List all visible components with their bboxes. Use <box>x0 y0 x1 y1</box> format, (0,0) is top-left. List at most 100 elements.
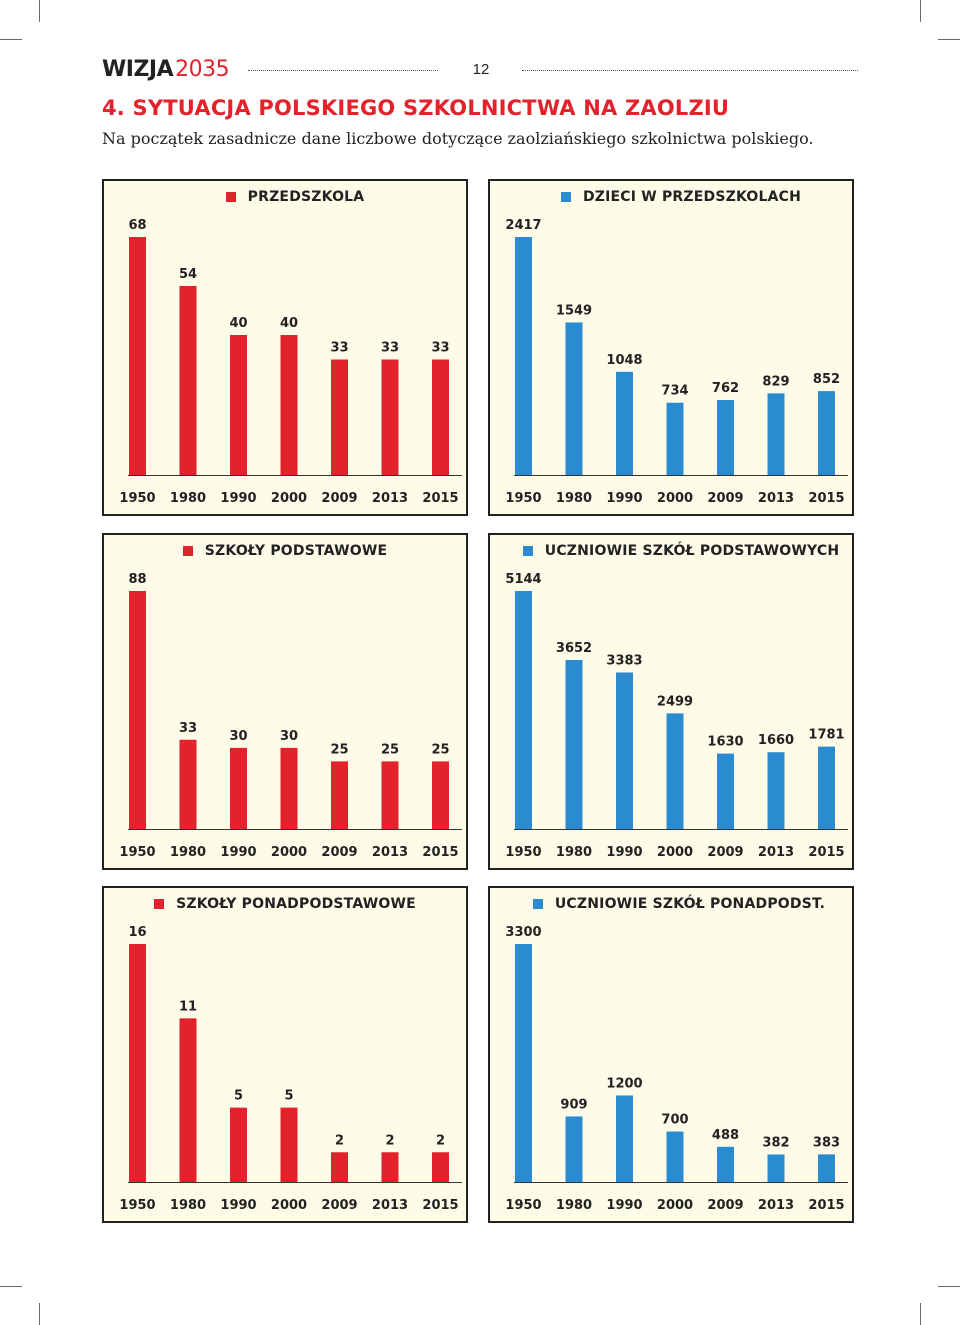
bar <box>129 944 146 1182</box>
chart-title: UCZNIOWIE SZKÓŁ PONADPODST. <box>498 896 852 912</box>
data-label: 2417 <box>505 218 541 233</box>
data-label: 5 <box>234 1089 243 1104</box>
x-tick-label: 2009 <box>707 491 743 506</box>
legend-swatch <box>522 546 533 556</box>
data-label: 829 <box>762 374 789 389</box>
crop-mark <box>938 1286 960 1287</box>
bar <box>331 359 348 475</box>
data-label: 488 <box>712 1128 739 1143</box>
data-label: 40 <box>280 316 298 331</box>
x-tick-label: 2009 <box>321 1198 357 1213</box>
chart-panel-uczniowie-szkol-ponadpodst: 3300 1950 909 1980 1200 1990 700 2000 488 2009 382… <box>488 886 854 1223</box>
x-tick-label: 1990 <box>220 845 256 860</box>
x-tick-label: 2013 <box>372 491 408 506</box>
data-label: 1660 <box>758 733 794 748</box>
data-label: 3300 <box>505 925 541 940</box>
bar <box>179 739 197 829</box>
x-tick-label: 2015 <box>808 1198 844 1213</box>
bar <box>666 402 684 475</box>
bar <box>331 1152 348 1182</box>
crop-mark <box>920 1303 921 1325</box>
bar <box>129 591 146 829</box>
x-tick-label: 2000 <box>271 491 307 506</box>
data-label: 1781 <box>808 728 844 743</box>
data-label: 68 <box>128 218 146 233</box>
data-label: 700 <box>661 1113 688 1128</box>
data-label: 88 <box>128 572 146 587</box>
chart-title-text: DZIECI W PRZEDSZKOLACH <box>582 189 802 205</box>
bar <box>818 391 835 475</box>
bar <box>616 371 633 475</box>
bar <box>432 761 449 829</box>
data-label: 382 <box>762 1135 789 1150</box>
section-title: 4. SYTUACJA POLSKIEGO SZKOLNICTWA NA ZAO… <box>102 96 730 120</box>
data-label: 30 <box>229 729 247 744</box>
chart-title: PRZEDSZKOLA <box>114 189 466 205</box>
bar <box>129 237 146 475</box>
data-label: 16 <box>128 925 146 940</box>
bar <box>179 286 197 475</box>
x-tick-label: 1980 <box>170 1198 206 1213</box>
data-label: 5 <box>284 1089 293 1104</box>
x-tick-label: 2013 <box>758 1198 794 1213</box>
chart-panel-szkoly-ponadpodstawowe: 16 1950 11 1980 5 1990 5 2000 2 2009 2 2013 2 2015 SZ… <box>102 886 468 1223</box>
x-tick-label: 2000 <box>271 1198 307 1213</box>
x-tick-label: 2013 <box>758 845 794 860</box>
crop-mark <box>39 0 40 22</box>
chart-title: SZKOŁY PONADPODSTAWOWE <box>104 896 466 912</box>
bar <box>230 335 247 475</box>
bar <box>767 1154 785 1182</box>
data-label: 33 <box>381 341 399 356</box>
chart-svg: 3300 1950 909 1980 1200 1990 700 2000 488 2009 382… <box>505 925 848 1213</box>
data-label: 3652 <box>556 641 592 656</box>
data-label: 25 <box>330 742 348 757</box>
bar <box>432 359 449 475</box>
x-tick-label: 1990 <box>220 1198 256 1213</box>
data-label: 33 <box>179 721 197 736</box>
x-tick-label: 1980 <box>556 845 592 860</box>
x-tick-label: 1990 <box>606 1198 642 1213</box>
chart-title: UCZNIOWIE SZKÓŁ PODSTAWOWYCH <box>500 543 852 559</box>
x-tick-label: 2009 <box>321 845 357 860</box>
data-label: 30 <box>280 729 298 744</box>
x-tick-label: 2009 <box>321 491 357 506</box>
x-tick-label: 2015 <box>808 845 844 860</box>
x-tick-label: 2013 <box>758 491 794 506</box>
x-tick-label: 1950 <box>505 1198 541 1213</box>
chart-svg: 2417 1950 1549 1980 1048 1990 734 2000 762 2009 82… <box>505 218 848 506</box>
bar <box>616 672 633 829</box>
legend-swatch <box>182 546 193 556</box>
bar <box>717 1146 734 1182</box>
x-tick-label: 1990 <box>606 845 642 860</box>
crop-mark <box>0 39 22 40</box>
bar <box>565 660 583 829</box>
bar <box>230 747 247 829</box>
bar <box>280 747 298 829</box>
legend-swatch <box>225 192 236 202</box>
logo-text-primary: WIZJA <box>102 56 174 82</box>
x-tick-label: 1950 <box>119 845 155 860</box>
legend-swatch <box>532 899 543 909</box>
bar <box>717 753 734 829</box>
x-tick-label: 1990 <box>220 491 256 506</box>
data-label: 734 <box>661 384 688 399</box>
legend-swatch <box>154 899 165 909</box>
crop-mark <box>0 1286 22 1287</box>
chart-title: DZIECI W PRZEDSZKOLACH <box>500 189 852 205</box>
chart-panel-uczniowie-szkol-podstawowych: 5144 1950 3652 1980 3383 1990 2499 2000 1630 2009… <box>488 533 854 870</box>
x-tick-label: 1950 <box>119 1198 155 1213</box>
x-tick-label: 2000 <box>657 1198 693 1213</box>
bar <box>767 752 785 829</box>
data-label: 3383 <box>606 653 642 668</box>
x-tick-label: 2013 <box>372 845 408 860</box>
crop-mark <box>39 1303 40 1325</box>
bar <box>818 1154 835 1182</box>
chart-svg: 5144 1950 3652 1980 3383 1990 2499 2000 1630 2009… <box>505 572 848 860</box>
data-label: 33 <box>431 341 449 356</box>
bar <box>666 1131 684 1182</box>
x-tick-label: 2009 <box>707 1198 743 1213</box>
data-label: 11 <box>179 999 197 1014</box>
bar <box>666 713 684 829</box>
bar <box>280 1107 298 1182</box>
data-label: 2 <box>335 1133 344 1148</box>
